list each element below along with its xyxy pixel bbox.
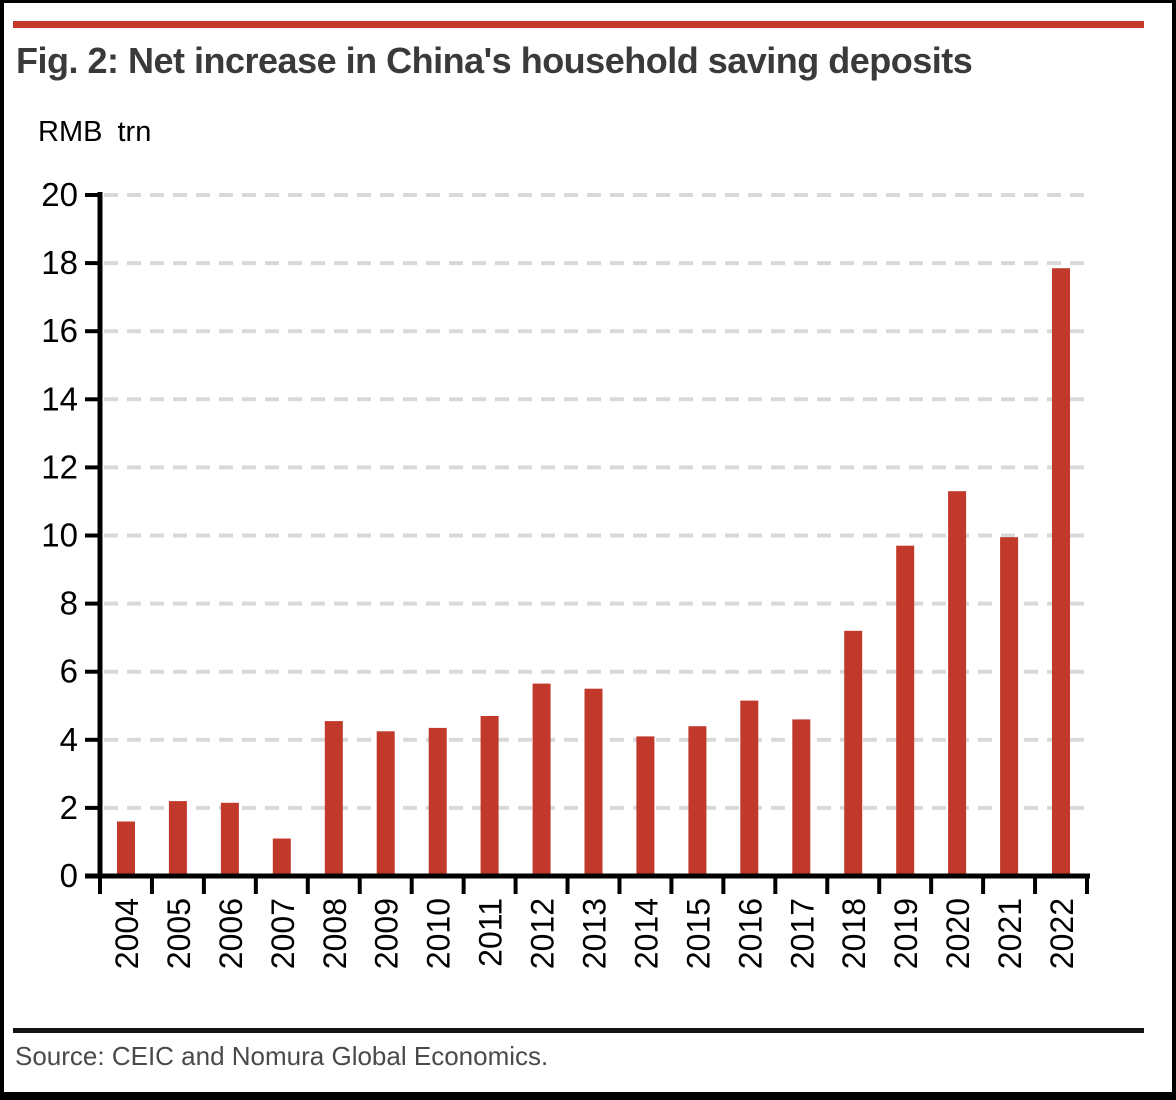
x-tick-labels: 2004 2005 2006 2007 2008 2009 2010 2011 2012 2013… [109,898,1080,969]
x-tick-label-2010: 2010 [421,898,457,969]
bar-2008 [324,721,343,876]
bar-2016 [740,700,759,876]
y-tick-label: 6 [60,653,78,690]
x-tick-label-2015: 2015 [680,898,716,969]
title-accent-rule [13,21,1144,28]
x-tick-label-2013: 2013 [577,898,613,969]
x-tick-label-2006: 2006 [213,898,249,969]
y-tick-label: 18 [41,244,78,281]
y-tick-labels: 0 2 4 6 8 10 12 14 16 18 20 [41,176,78,894]
bar-2019 [896,545,915,876]
bar-2010 [428,727,447,876]
bars [117,268,1070,876]
y-tick-label: 20 [41,176,78,213]
bar-2017 [792,719,811,876]
bar-2011 [480,716,499,876]
y-tick-label: 14 [41,380,78,417]
x-tick-label-2017: 2017 [784,898,820,969]
y-tick-label: 10 [41,517,78,554]
bar-2009 [376,731,395,876]
x-tick-label-2016: 2016 [732,898,768,969]
bar-2007 [272,838,291,876]
bar-2020 [948,491,967,876]
x-tick-label-2014: 2014 [628,898,664,969]
bar-2021 [1000,537,1019,876]
frame-border-bottom [0,1092,1176,1100]
frame-border-right [1172,0,1176,1100]
x-tick-label-2020: 2020 [940,898,976,969]
x-tick-label-2021: 2021 [992,898,1028,969]
bar-2018 [844,630,863,876]
y-axis-unit-label: RMB trn [38,116,152,148]
x-tick-label-2007: 2007 [265,898,301,969]
axes [85,192,1090,894]
bar-2012 [532,683,551,876]
bar-2022 [1052,268,1070,876]
y-tick-label: 12 [41,448,78,485]
y-tick-label: 2 [60,789,78,826]
y-tick-label: 4 [60,721,78,758]
bar-2015 [688,726,707,876]
bar-2014 [636,736,655,876]
x-tick-label-2012: 2012 [525,898,561,969]
y-tick-label: 0 [60,857,78,894]
figure-title: Fig. 2: Net increase in China's househol… [16,40,973,81]
x-tick-label-2009: 2009 [369,898,405,969]
bar-2006 [220,802,239,876]
y-tick-label: 8 [60,585,78,622]
x-tick-label-2008: 2008 [317,898,353,969]
bar-2013 [584,688,603,876]
frame-border-top [0,0,1176,3]
x-tick-label-2019: 2019 [888,898,924,969]
x-tick-label-2005: 2005 [161,898,197,969]
x-tick-label-2022: 2022 [1044,898,1080,969]
x-tick-label-2011: 2011 [473,898,509,967]
source-note: Source: CEIC and Nomura Global Economics… [15,1041,549,1071]
footer-rule [13,1028,1144,1033]
x-tick-label-2018: 2018 [836,898,872,969]
frame-border-left [0,0,4,1100]
y-tick-label: 16 [41,312,78,349]
bar-2004 [117,821,135,876]
bar-2005 [168,801,187,876]
x-tick-label-2004: 2004 [109,898,145,969]
